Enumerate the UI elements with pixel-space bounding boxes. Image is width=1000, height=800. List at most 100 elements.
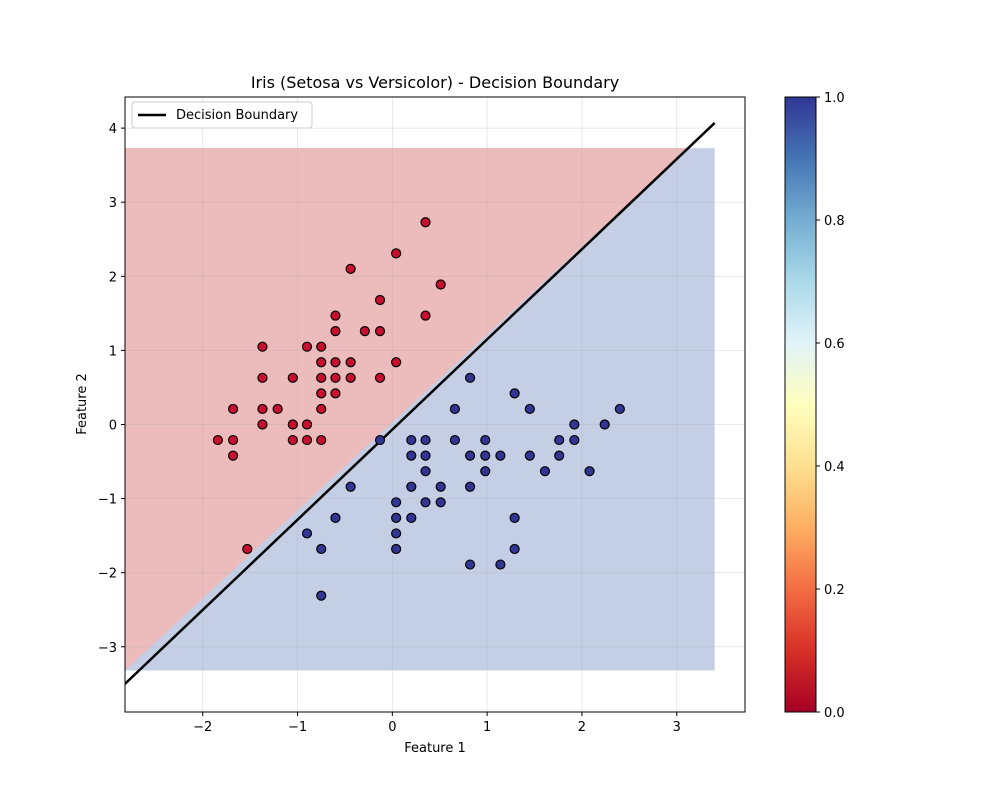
data-point-class-1 <box>435 497 446 508</box>
data-point-class-1 <box>524 403 535 415</box>
x-axis-ticks: −2 −1 0 1 2 3 <box>193 712 681 735</box>
y-axis-ticks: −3 −2 −1 0 1 2 3 4 <box>98 122 125 656</box>
data-point-class-0 <box>330 372 341 383</box>
y-axis-label: Feature 2 <box>75 373 90 435</box>
x-tick-label: 1 <box>483 720 491 735</box>
data-point-class-0 <box>330 326 341 337</box>
data-point-class-1 <box>435 481 446 492</box>
data-point-class-1 <box>301 528 313 539</box>
data-point-class-0 <box>287 372 298 383</box>
data-point-class-1 <box>480 466 491 477</box>
legend-label: Decision Boundary <box>176 108 298 123</box>
decision-regions <box>125 148 715 671</box>
data-point-class-1 <box>374 434 386 446</box>
y-tick-label: −1 <box>98 493 117 508</box>
data-point-class-1 <box>584 466 595 477</box>
x-tick-label: −1 <box>288 720 307 735</box>
data-point-class-0 <box>257 341 268 352</box>
data-point-class-0 <box>345 372 356 383</box>
data-point-class-1 <box>316 590 327 601</box>
data-point-class-1 <box>449 403 461 415</box>
data-point-class-1 <box>420 466 431 477</box>
y-tick-label: 2 <box>109 270 117 285</box>
plot-area: −2 −1 0 1 2 3 −3 −2 −1 0 1 2 3 4 <box>98 96 746 735</box>
data-point-class-1 <box>406 450 417 461</box>
data-point-class-1 <box>420 450 431 461</box>
x-axis-label: Feature 1 <box>404 741 466 756</box>
data-point-class-1 <box>464 372 476 383</box>
data-points <box>212 217 625 601</box>
y-tick-label: −3 <box>98 641 117 656</box>
data-point-class-0 <box>391 248 402 259</box>
x-tick-label: 0 <box>388 720 396 735</box>
y-tick-label: −2 <box>98 567 117 582</box>
colorbar: 0.0 0.2 0.4 0.6 0.8 1.0 <box>784 91 845 721</box>
data-point-class-0 <box>330 310 341 321</box>
colorbar-gradient <box>784 96 817 713</box>
data-point-class-0 <box>272 403 283 415</box>
data-point-class-0 <box>316 388 327 399</box>
data-point-class-1 <box>509 512 520 523</box>
data-point-class-1 <box>554 434 565 446</box>
data-point-class-0 <box>287 434 298 446</box>
data-point-class-0 <box>257 403 268 415</box>
colorbar-ticks: 0.0 0.2 0.4 0.6 0.8 1.0 <box>816 91 845 721</box>
data-point-class-0 <box>345 357 356 368</box>
data-point-class-0 <box>257 372 268 383</box>
y-tick-label: 3 <box>109 196 117 211</box>
data-point-class-0 <box>330 388 341 399</box>
data-point-class-1 <box>316 543 327 555</box>
data-point-class-0 <box>316 434 327 446</box>
data-point-class-0 <box>316 372 327 383</box>
data-point-class-0 <box>257 419 268 430</box>
data-point-class-0 <box>287 419 298 430</box>
x-tick-label: 3 <box>673 720 681 735</box>
data-point-class-0 <box>316 357 327 368</box>
data-point-class-0 <box>301 419 313 430</box>
data-point-class-0 <box>420 217 431 228</box>
data-point-class-1 <box>391 528 402 539</box>
y-tick-label: 1 <box>109 344 117 359</box>
data-point-class-1 <box>480 434 491 446</box>
data-point-class-1 <box>449 434 461 446</box>
data-point-class-0 <box>374 372 386 383</box>
data-point-class-1 <box>406 481 417 492</box>
data-point-class-0 <box>420 310 431 321</box>
data-point-class-0 <box>359 326 370 337</box>
colorbar-tick-label: 0.8 <box>824 214 845 229</box>
data-point-class-0 <box>374 294 386 306</box>
region-class-0 <box>125 148 689 671</box>
data-point-class-1 <box>420 434 431 446</box>
data-point-class-1 <box>569 434 580 446</box>
legend-box <box>131 101 313 129</box>
data-point-class-0 <box>301 341 313 352</box>
data-point-class-1 <box>614 403 625 415</box>
data-point-class-1 <box>539 466 551 477</box>
data-point-class-0 <box>330 357 341 368</box>
data-point-class-1 <box>391 543 402 555</box>
data-point-class-0 <box>435 279 446 290</box>
decision-boundary-layer <box>125 122 716 685</box>
data-point-class-1 <box>464 559 476 570</box>
data-point-class-0 <box>227 403 239 415</box>
data-point-class-0 <box>316 403 327 415</box>
data-point-class-1 <box>569 419 580 430</box>
data-point-class-0 <box>227 450 239 461</box>
data-point-class-1 <box>345 481 356 492</box>
data-point-class-0 <box>212 434 224 446</box>
data-point-class-0 <box>242 543 253 555</box>
colorbar-tick-label: 0.6 <box>824 337 845 352</box>
y-tick-label: 0 <box>109 419 117 434</box>
data-point-class-1 <box>464 450 476 461</box>
data-point-class-0 <box>301 434 313 446</box>
plot-frame <box>124 96 746 713</box>
chart-title: Iris (Setosa vs Versicolor) - Decision B… <box>251 73 619 92</box>
data-point-class-1 <box>406 512 417 523</box>
data-point-class-1 <box>509 543 520 555</box>
data-point-class-1 <box>599 419 610 430</box>
data-point-class-1 <box>391 497 402 508</box>
data-point-class-1 <box>420 497 431 508</box>
colorbar-tick-label: 1.0 <box>824 91 845 106</box>
y-tick-label: 4 <box>109 122 117 137</box>
